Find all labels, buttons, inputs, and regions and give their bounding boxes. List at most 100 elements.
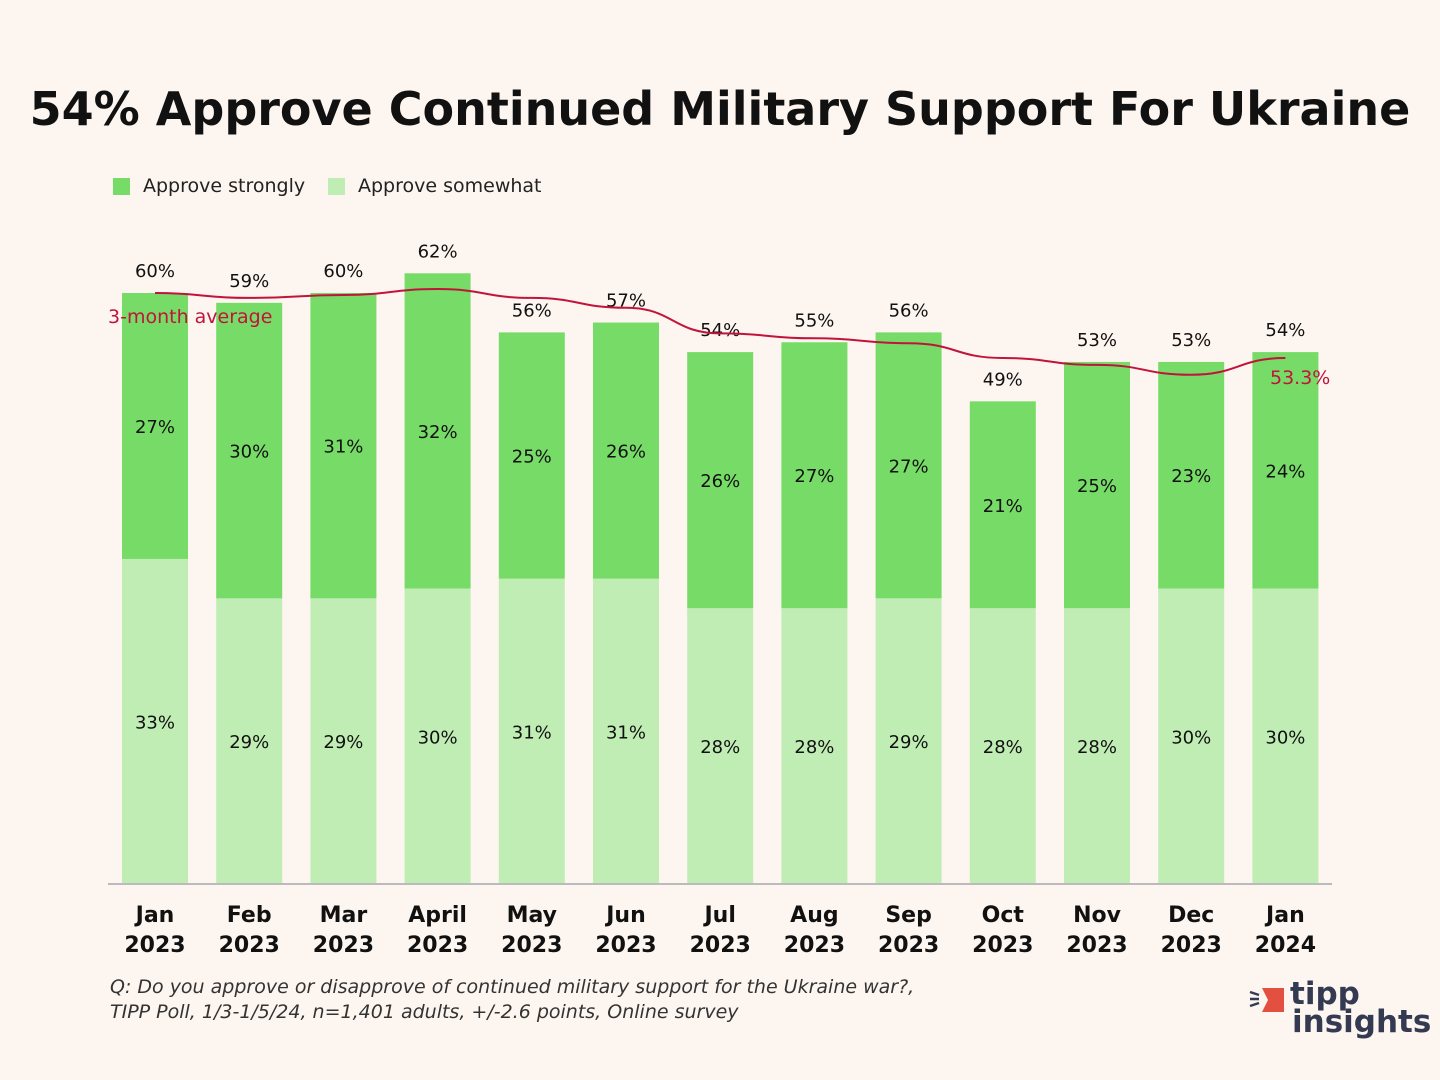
- x-tick-label-year: 2023: [219, 933, 280, 958]
- legend-label: Approve strongly: [143, 175, 306, 197]
- data-label-strongly: 24%: [1265, 461, 1305, 482]
- data-label-total: 59%: [229, 271, 269, 292]
- data-label-somewhat: 28%: [983, 737, 1023, 758]
- bar-approve-somewhat: [1158, 588, 1225, 884]
- x-tick-label-month: Feb: [227, 903, 272, 928]
- data-label-strongly: 23%: [1171, 466, 1211, 487]
- bar-approve-strongly: [498, 332, 565, 579]
- x-tick-label-year: 2023: [690, 933, 751, 958]
- logo-mark-icon: [1249, 988, 1284, 1012]
- data-label-somewhat: 31%: [606, 722, 646, 743]
- data-label-somewhat: 30%: [1265, 727, 1305, 748]
- tipp-insights-logo: tipp insights: [1248, 976, 1432, 1040]
- x-tick-label-month: Jan: [134, 903, 175, 928]
- x-tick-label-month: Dec: [1168, 903, 1214, 928]
- data-label-total: 54%: [700, 320, 740, 341]
- data-label-somewhat: 28%: [1077, 737, 1117, 758]
- x-tick-label-year: 2023: [124, 933, 185, 958]
- bar-approve-strongly: [122, 293, 188, 559]
- x-tick-label-year: 2023: [501, 933, 562, 958]
- bar-approve-strongly: [593, 322, 659, 579]
- bar-approve-strongly: [1252, 352, 1319, 589]
- bar-approve-strongly: [1064, 361, 1130, 609]
- data-label-somewhat: 33%: [135, 712, 175, 733]
- x-tick-label-month: Mar: [320, 903, 368, 928]
- logo-text-insights: insights: [1292, 1004, 1432, 1040]
- legend-swatch: [113, 177, 130, 195]
- bar-approve-strongly: [1158, 361, 1225, 589]
- x-tick-label-year: 2023: [313, 933, 374, 958]
- bar-approve-somewhat: [122, 558, 188, 884]
- x-tick-label-month: May: [507, 903, 557, 928]
- data-label-strongly: 31%: [323, 437, 363, 458]
- data-label-somewhat: 28%: [700, 737, 740, 758]
- x-tick-label-year: 2023: [1066, 933, 1127, 958]
- x-tick-label-month: Jan: [1264, 903, 1305, 928]
- bar-approve-somewhat: [216, 598, 283, 884]
- bar-approve-strongly: [216, 302, 283, 599]
- x-tick-label-month: April: [408, 903, 467, 928]
- x-tick-label-year: 2024: [1255, 933, 1316, 958]
- data-label-somewhat: 29%: [889, 732, 929, 753]
- data-label-total: 60%: [323, 261, 363, 282]
- data-label-total: 56%: [889, 300, 929, 321]
- data-label-total: 60%: [135, 261, 175, 282]
- bar-approve-strongly: [781, 342, 848, 609]
- bar-approve-somewhat: [875, 598, 942, 884]
- x-tick-label-month: Jun: [604, 903, 646, 928]
- data-label-strongly: 26%: [606, 442, 646, 463]
- footnote: Q: Do you approve or disapprove of conti…: [110, 975, 914, 1025]
- x-tick-label-month: Nov: [1073, 903, 1122, 928]
- line-label: 3-month average: [108, 306, 272, 328]
- bar-approve-somewhat: [498, 578, 565, 884]
- bar-approve-somewhat: [969, 608, 1036, 884]
- data-label-strongly: 27%: [794, 466, 834, 487]
- data-label-strongly: 27%: [889, 456, 929, 477]
- x-tick-label-year: 2023: [595, 933, 656, 958]
- data-label-strongly: 32%: [418, 422, 458, 443]
- data-label-strongly: 21%: [983, 496, 1023, 517]
- line-end-label: 53.3%: [1270, 367, 1330, 389]
- x-tick-label-year: 2023: [784, 933, 845, 958]
- legend-item-somewhat: Approve somewhat: [328, 175, 542, 197]
- legend-item-strongly: Approve strongly: [113, 175, 305, 197]
- bar-approve-somewhat: [1252, 588, 1319, 884]
- footnote-line: Q: Do you approve or disapprove of conti…: [110, 976, 915, 998]
- data-label-somewhat: 29%: [229, 732, 269, 753]
- data-label-somewhat: 28%: [794, 737, 834, 758]
- data-label-strongly: 27%: [135, 417, 175, 438]
- bar-approve-somewhat: [687, 608, 754, 884]
- three-month-average-line: [154, 288, 1286, 376]
- bar-approve-strongly: [875, 332, 942, 599]
- bar-approve-somewhat: [593, 578, 659, 884]
- data-label-strongly: 25%: [1077, 476, 1117, 497]
- bar-approve-strongly: [687, 352, 754, 609]
- data-label-total: 56%: [512, 300, 552, 321]
- data-label-strongly: 26%: [700, 471, 740, 492]
- data-label-total: 53%: [1077, 330, 1117, 351]
- x-tick-label-year: 2023: [972, 933, 1033, 958]
- footnote-line: TIPP Poll, 1/3-1/5/24, n=1,401 adults, +…: [110, 1001, 739, 1023]
- legend-label: Approve somewhat: [358, 175, 542, 197]
- data-label-somewhat: 29%: [323, 732, 363, 753]
- bar-approve-strongly: [404, 273, 471, 589]
- x-tick-label-year: 2023: [1161, 933, 1222, 958]
- x-tick-label-year: 2023: [407, 933, 468, 958]
- bar-approve-somewhat: [1064, 608, 1130, 884]
- data-label-total: 53%: [1171, 330, 1211, 351]
- bar-approve-strongly: [310, 293, 377, 599]
- data-label-total: 55%: [794, 310, 834, 331]
- logo-text-tipp: tipp: [1290, 976, 1360, 1012]
- data-label-total: 49%: [983, 369, 1023, 390]
- x-tick-label-month: Aug: [790, 903, 838, 928]
- x-tick-label-month: Sep: [885, 903, 932, 928]
- data-label-somewhat: 30%: [418, 727, 458, 748]
- data-label-total: 54%: [1265, 320, 1305, 341]
- data-label-strongly: 25%: [512, 447, 552, 468]
- data-label-somewhat: 31%: [512, 722, 552, 743]
- bar-approve-somewhat: [781, 608, 848, 884]
- bar-approve-somewhat: [404, 588, 471, 884]
- data-label-strongly: 30%: [229, 442, 269, 463]
